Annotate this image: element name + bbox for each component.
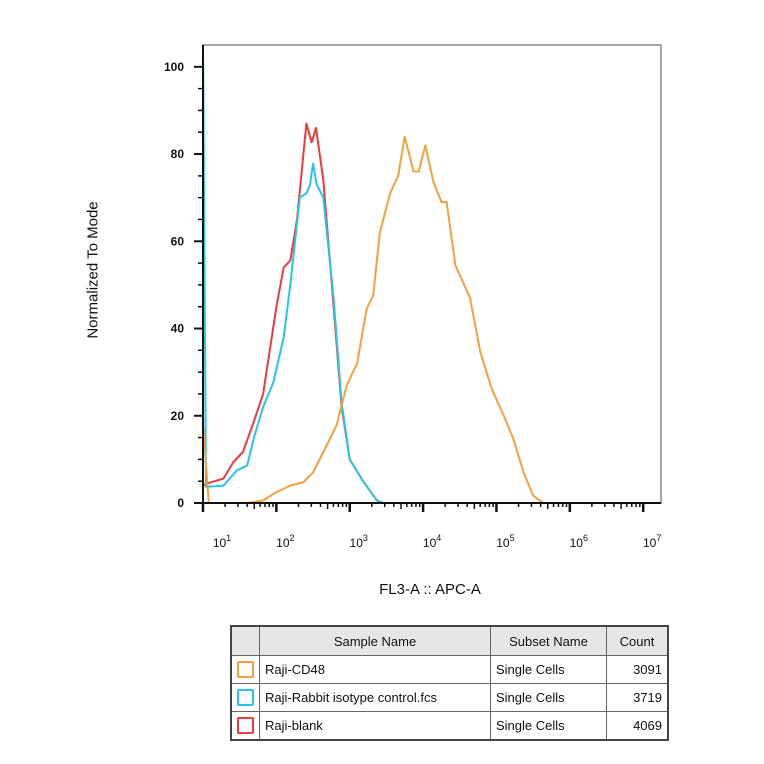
subset-name: Single Cells — [490, 683, 607, 712]
series-line-raji-cd48 — [202, 135, 661, 504]
legend-row: Raji-Rabbit isotype control.fcs Single C… — [230, 683, 669, 712]
x-tick-exponent: 2 — [290, 533, 295, 543]
x-tick-exponent: 7 — [656, 533, 661, 543]
y-axis-label: Normalized To Mode — [84, 201, 102, 339]
y-tick-label: 100 — [164, 60, 184, 74]
plot-frame — [202, 44, 662, 504]
y-tick-label: 60 — [171, 234, 185, 248]
x-tick-label: 105 — [496, 533, 514, 550]
x-tick-exponent: 6 — [583, 533, 588, 543]
y-tick-label: 0 — [177, 496, 184, 510]
x-tick-base: 10 — [570, 536, 584, 550]
legend-table: Sample Name Subset Name Count Raji-CD48 … — [230, 625, 669, 741]
x-tick-base: 10 — [423, 536, 437, 550]
count: 3091 — [606, 655, 669, 684]
x-tick-base: 10 — [276, 536, 290, 550]
x-tick-base: 10 — [350, 536, 364, 550]
x-tick-label: 101 — [213, 533, 231, 550]
swatch-cyan-icon — [237, 689, 254, 706]
count: 3719 — [606, 683, 669, 712]
swatch-orange-icon — [237, 661, 254, 678]
sample-name: Raji-CD48 — [259, 655, 491, 684]
x-tick-exponent: 1 — [226, 533, 231, 543]
x-tick-base: 10 — [213, 536, 227, 550]
x-axis-label: FL3-A :: APC-A — [379, 581, 481, 598]
sample-name: Raji-Rabbit isotype control.fcs — [259, 683, 491, 712]
x-tick-base: 10 — [643, 536, 657, 550]
legend-header-swatch — [230, 625, 260, 656]
x-tick-exponent: 5 — [510, 533, 515, 543]
x-tick-exponent: 4 — [436, 533, 441, 543]
legend-row: Raji-blank Single Cells 4069 — [230, 711, 669, 741]
x-tick-exponent: 3 — [363, 533, 368, 543]
y-tick-label: 80 — [171, 147, 185, 161]
subset-name: Single Cells — [490, 655, 607, 684]
x-tick-base: 10 — [496, 536, 510, 550]
x-tick-label: 106 — [570, 533, 588, 550]
x-tick-label: 103 — [350, 533, 368, 550]
subset-name: Single Cells — [490, 711, 607, 741]
x-tick-label: 104 — [423, 533, 441, 550]
sample-name: Raji-blank — [259, 711, 491, 741]
header-count: Count — [606, 625, 669, 656]
y-tick-label: 20 — [171, 409, 185, 423]
count: 4069 — [606, 711, 669, 741]
legend-header-row: Sample Name Subset Name Count — [230, 625, 669, 656]
series-line-raji-rabbit-isotype-control-fcs — [202, 44, 661, 504]
header-subset-name: Subset Name — [490, 625, 607, 656]
header-sample-name: Sample Name — [259, 625, 491, 656]
x-tick-label: 102 — [276, 533, 294, 550]
x-tick-label: 107 — [643, 533, 661, 550]
legend-row: Raji-CD48 Single Cells 3091 — [230, 655, 669, 684]
y-tick-label: 40 — [171, 322, 185, 336]
swatch-red-icon — [237, 717, 254, 734]
